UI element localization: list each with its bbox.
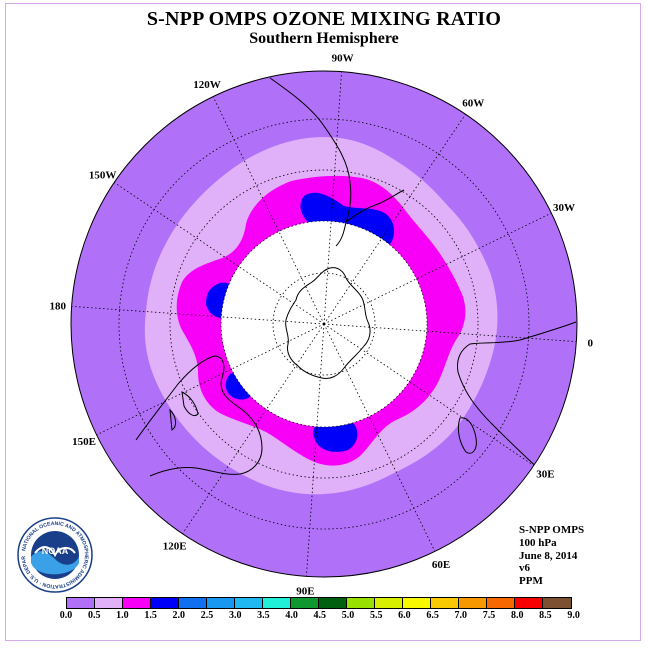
latitude-circle [220, 220, 428, 428]
colorbar-segment [459, 598, 487, 608]
latitude-circle [272, 272, 376, 376]
colorbar-segment [95, 598, 123, 608]
latitude-circle [169, 169, 479, 479]
info-level: 100 hPa [519, 536, 557, 549]
colorbar-tick-label: 6.0 [398, 610, 411, 621]
colorbar-tick-label: 5.5 [369, 610, 383, 621]
colorbar-tick-label: 1.0 [116, 610, 129, 621]
colorbar-tick-label: 3.0 [228, 610, 242, 621]
colorbar-tick-label: 2.5 [200, 610, 214, 621]
colorbar-tick-label: 7.0 [454, 610, 468, 621]
colorbar-segment [207, 598, 235, 608]
longitude-label: 120W [193, 79, 221, 91]
colorbar-tick-label: 8.5 [539, 610, 552, 621]
graticule [71, 71, 577, 577]
longitude-label: 90E [296, 585, 314, 597]
map-title: S-NPP OMPS OZONE MIXING RATIO [146, 8, 502, 30]
info-block: S-NPP OMPS 100 hPa June 8, 2014 v6 PPM [519, 524, 584, 588]
colorbar-tick-label: 6.5 [426, 610, 439, 621]
colorbar-tick-label: 1.5 [144, 610, 157, 621]
colorbar-tick-label: 8.0 [510, 610, 524, 621]
colorbar-segment [515, 598, 543, 608]
colorbar-segment [319, 598, 347, 608]
colorbar-tick-label: 3.5 [257, 610, 270, 621]
info-units: PPM [519, 575, 543, 588]
colorbar-tick-label: 5.0 [341, 610, 355, 621]
colorbar-segment [431, 598, 459, 608]
colorbar-tick-label: 4.0 [285, 610, 298, 621]
colorbar-tick-label: 9.0 [567, 610, 580, 621]
colorbar-segment [179, 598, 207, 608]
longitude-label: 60W [462, 98, 484, 110]
figure-frame [5, 3, 641, 641]
colorbar-tick-label: 7.5 [482, 610, 496, 621]
colorbar-segment [291, 598, 319, 608]
colorbar-segment [263, 598, 291, 608]
colorbar-tick-label: 0.5 [87, 610, 101, 621]
longitude-label: 180 [49, 300, 66, 312]
map-subtitle: Southern Hemisphere [249, 30, 399, 47]
longitude-labels: 90W 60W 30W 0 30E 60E 90E 120E 150E 180 150W 120W [49, 53, 593, 598]
longitude-label: 150E [72, 436, 96, 448]
longitude-label: 0 [588, 338, 594, 350]
colorbar-segment [123, 598, 151, 608]
colorbar-segment [67, 598, 95, 608]
ozone-patch-indian-ocean [313, 419, 358, 452]
noaa-logo: NATIONAL OCEANIC AND ATMOSPHERIC ADMINIS… [17, 517, 93, 593]
south-america-coastline [269, 77, 405, 247]
antarctica-coastline [285, 267, 371, 379]
colorbar-segment [487, 598, 515, 608]
colorbar-segment [543, 598, 571, 608]
info-instrument: S-NPP OMPS [519, 524, 585, 536]
logo-text: NOAA [42, 546, 69, 556]
longitude-label: 120E [163, 540, 187, 552]
colorbar-tick-label: 4.5 [313, 610, 327, 621]
latitude-circle [118, 118, 530, 530]
australia-coastline [135, 355, 263, 477]
longitude-label: 30W [553, 202, 575, 214]
colorbar-segment [347, 598, 375, 608]
longitude-label: 30E [536, 468, 554, 480]
colorbar [66, 597, 572, 609]
colorbar-tick-label: 2.0 [172, 610, 186, 621]
info-version: v6 [519, 562, 530, 575]
colorbar-tick-label: 0.0 [59, 610, 73, 621]
new-zealand-coastline [169, 391, 199, 431]
map-boundary [70, 70, 578, 578]
longitude-label: 60E [432, 559, 450, 571]
colorbar-segment [151, 598, 179, 608]
colorbar-segment [235, 598, 263, 608]
colorbar-segment [403, 598, 431, 608]
longitude-label: 150W [89, 170, 117, 182]
info-date: June 8, 2014 [519, 549, 578, 562]
longitude-label: 90W [332, 53, 354, 65]
colorbar-segment [375, 598, 403, 608]
